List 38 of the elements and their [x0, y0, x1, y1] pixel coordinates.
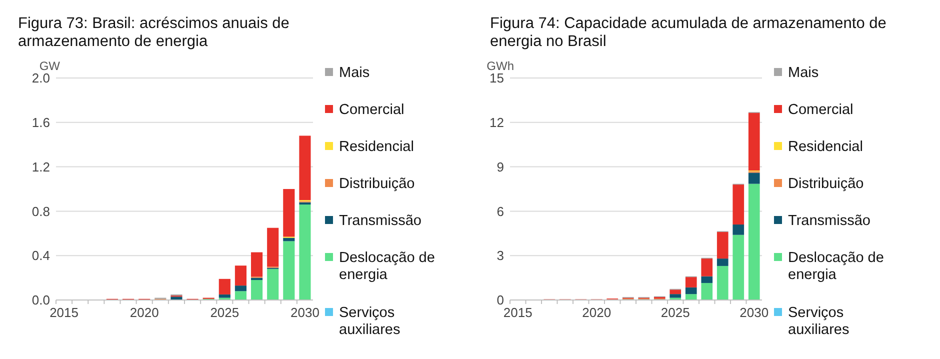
y-tick-label: 12: [490, 114, 504, 130]
legend-label: Comercial: [339, 102, 404, 118]
legend-label: Residencial: [339, 139, 414, 156]
x-tick-label: 2015: [50, 305, 78, 320]
legend-label: Deslocação de energia: [788, 250, 884, 284]
y-tick-label: 2.0: [32, 70, 50, 86]
legend-label: Comercial: [788, 102, 854, 118]
y-tick-label: 0.8: [32, 204, 50, 219]
x-tick-label: 2030: [290, 305, 320, 320]
y-tick-label: 1.6: [32, 114, 50, 130]
chart-title: Figura 73: Brasil: acréscimos anuais de armazenamento de energia: [18, 15, 290, 50]
legend-label: Distribuição: [339, 176, 415, 192]
legend-label: Deslocação de energia: [339, 250, 435, 284]
legend-label: Mais: [788, 65, 819, 82]
y-tick-label: 1.2: [32, 159, 50, 174]
y-tick-label: 0.0: [32, 292, 50, 308]
y-axis-title: GWh: [486, 59, 514, 73]
legend-label: Distribuição: [788, 176, 864, 192]
legend-label: Transmissão: [339, 213, 422, 230]
y-tick-label: 0: [496, 292, 504, 308]
chart-title: Figura 74: Capacidade acumulada de armazenamento de energia no Brasil: [490, 15, 886, 50]
legend-label: Mais: [339, 65, 370, 82]
x-tick-label: 2025: [210, 305, 240, 320]
legend-label: Residencial: [788, 139, 863, 156]
x-tick-label: 2020: [130, 305, 159, 320]
y-tick-label: 0.4: [32, 248, 50, 264]
x-tick-label: 2015: [503, 305, 532, 320]
legend-label: Serviços auxiliares: [339, 305, 400, 338]
y-tick-label: 3: [496, 248, 504, 264]
y-tick-label: 15: [490, 70, 504, 86]
y-tick-label: 6: [496, 204, 504, 219]
legend-label: Serviços auxiliares: [788, 305, 850, 338]
y-tick-label: 9: [496, 159, 504, 174]
y-axis-title: GW: [39, 59, 61, 73]
x-tick-label: 2025: [660, 305, 690, 320]
x-tick-label: 2030: [740, 305, 769, 320]
x-tick-label: 2020: [582, 305, 612, 320]
legend-label: Transmissão: [788, 213, 870, 230]
